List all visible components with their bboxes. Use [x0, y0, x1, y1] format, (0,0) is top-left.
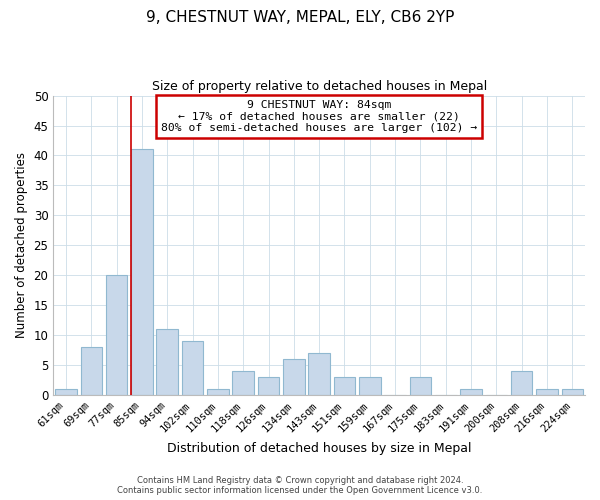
Text: Contains HM Land Registry data © Crown copyright and database right 2024.
Contai: Contains HM Land Registry data © Crown c…: [118, 476, 482, 495]
Bar: [359, 377, 380, 395]
Bar: [410, 377, 431, 395]
Text: 9 CHESTNUT WAY: 84sqm
← 17% of detached houses are smaller (22)
80% of semi-deta: 9 CHESTNUT WAY: 84sqm ← 17% of detached …: [161, 100, 477, 134]
Bar: [131, 150, 152, 395]
Bar: [55, 389, 77, 395]
Bar: [232, 371, 254, 395]
Text: 9, CHESTNUT WAY, MEPAL, ELY, CB6 2YP: 9, CHESTNUT WAY, MEPAL, ELY, CB6 2YP: [146, 10, 454, 25]
Bar: [207, 389, 229, 395]
Bar: [562, 389, 583, 395]
Bar: [308, 354, 330, 395]
Bar: [182, 342, 203, 395]
Bar: [536, 389, 558, 395]
Bar: [460, 389, 482, 395]
X-axis label: Distribution of detached houses by size in Mepal: Distribution of detached houses by size …: [167, 442, 472, 455]
Bar: [283, 360, 305, 395]
Bar: [80, 348, 102, 395]
Bar: [258, 377, 279, 395]
Bar: [157, 330, 178, 395]
Bar: [106, 276, 127, 395]
Y-axis label: Number of detached properties: Number of detached properties: [15, 152, 28, 338]
Title: Size of property relative to detached houses in Mepal: Size of property relative to detached ho…: [152, 80, 487, 93]
Bar: [334, 377, 355, 395]
Bar: [511, 371, 532, 395]
